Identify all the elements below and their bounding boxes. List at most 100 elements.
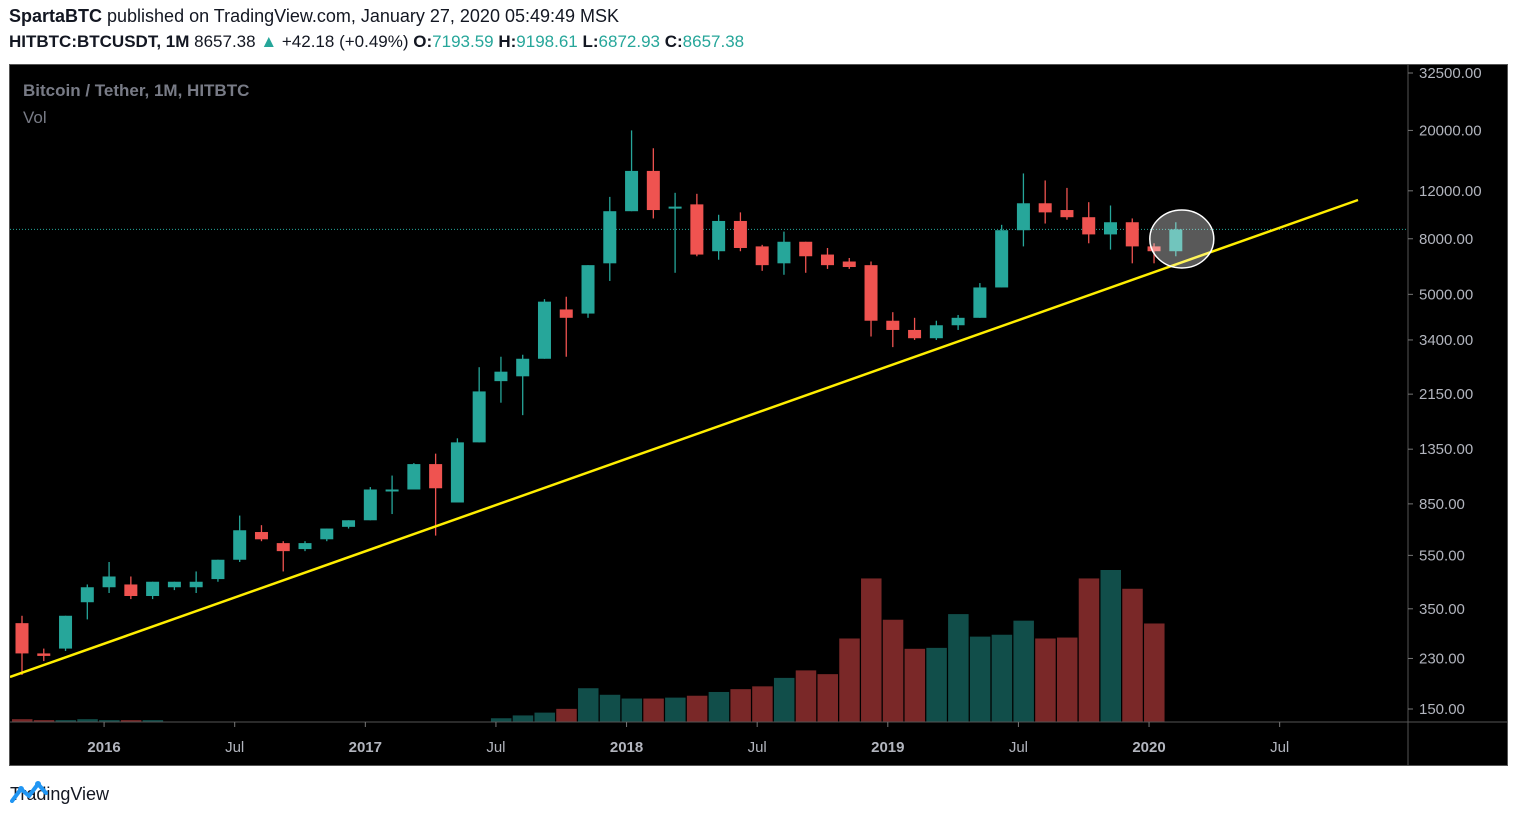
price-tick-label: 20000.00 (1419, 122, 1482, 139)
candle-body (516, 358, 530, 377)
tradingview-cloud-icon (10, 781, 48, 803)
price-tick-label: 2150.00 (1419, 386, 1473, 403)
time-tick-label: 2020 (1132, 739, 1165, 756)
candle-body (820, 254, 834, 266)
volume-bar (643, 698, 664, 722)
high-label: H: (498, 32, 517, 51)
volume-bar (882, 619, 904, 722)
publish-info: SpartaBTC published on TradingView.com, … (9, 6, 619, 27)
candle-body (342, 520, 356, 527)
last-price: 8657.38 (194, 32, 256, 51)
candle-body (363, 489, 377, 521)
volume-bar (599, 694, 621, 722)
candle-body (1038, 203, 1052, 213)
chart-title: Bitcoin / Tether, 1M, HITBTC (23, 81, 249, 100)
tradingview-logo[interactable]: TradingView (10, 781, 109, 807)
volume-bar (490, 718, 512, 722)
volume-bar (1013, 620, 1034, 722)
time-tick-label: Jul (1009, 739, 1028, 756)
volume-bar (1144, 623, 1165, 722)
candle-body (842, 261, 856, 268)
candle-body (167, 581, 181, 588)
volume-bar (752, 686, 773, 722)
price-tick-label: 5000.00 (1419, 286, 1473, 303)
candle-body (15, 623, 29, 654)
volume-bar (99, 720, 120, 722)
candle-body (625, 170, 639, 212)
candle-body (1016, 203, 1030, 231)
low-value: 6872.93 (598, 32, 660, 51)
candle-body (146, 581, 160, 597)
candle-body (189, 581, 203, 588)
candle-body (1169, 229, 1183, 252)
volume-bar (120, 720, 142, 722)
volume-indicator-label[interactable]: Vol (23, 108, 47, 127)
volume-bar (1035, 638, 1056, 722)
candlestick-chart[interactable]: 32500.00 20000.00 12000.00 8000.00 5000.00 34… (10, 65, 1507, 765)
price-tick-label: 350.00 (1419, 601, 1465, 618)
volume-bar (142, 720, 164, 722)
candle-body (1082, 217, 1096, 235)
candle-body (37, 653, 51, 656)
volume-bar (33, 720, 55, 722)
volume-bar (578, 688, 599, 722)
candle-body (298, 543, 312, 550)
candle-body (233, 530, 247, 560)
candle-body (385, 489, 399, 492)
time-tick-label: 2019 (871, 739, 904, 756)
candle-body (407, 464, 421, 490)
author-name[interactable]: SpartaBTC (9, 6, 103, 26)
price-tick-label: 32500.00 (1419, 65, 1482, 82)
candle-body (733, 220, 747, 248)
volume-bar (991, 634, 1013, 722)
symbol-label: HITBTC:BTCUSDT, 1M (9, 32, 190, 51)
volume-bar (512, 715, 534, 722)
volume-bar (948, 614, 969, 722)
volume-bar (621, 698, 643, 722)
time-tick-label: 2016 (87, 739, 120, 756)
time-tick-label: Jul (748, 739, 767, 756)
candle-body (603, 211, 617, 264)
time-tick-label: 2017 (349, 739, 382, 756)
candle-body (320, 528, 334, 540)
price-change: +42.18 (+0.49%) (281, 32, 409, 51)
candle-body (80, 587, 94, 603)
up-arrow-icon: ▲ (260, 32, 278, 51)
candle-body (429, 464, 443, 489)
candle-body (450, 442, 464, 503)
time-tick-label: Jul (1270, 739, 1289, 756)
volume-bar (1078, 578, 1100, 722)
price-tick-label: 12000.00 (1419, 183, 1482, 200)
candle-body (755, 246, 769, 266)
candle-body (864, 265, 878, 321)
price-tick-label: 850.00 (1419, 496, 1465, 513)
chart-area[interactable]: 32500.00 20000.00 12000.00 8000.00 5000.00 34… (9, 64, 1508, 766)
volume-bar (1100, 570, 1121, 722)
candle-body (646, 170, 660, 211)
volume-bar (534, 712, 555, 722)
high-value: 9198.61 (516, 32, 578, 51)
ohlc-legend: HITBTC:BTCUSDT, 1M 8657.38 ▲ +42.18 (+0.… (9, 32, 744, 52)
time-tick-label: Jul (486, 739, 505, 756)
volume-bar (839, 638, 860, 722)
price-tick-label: 550.00 (1419, 547, 1465, 564)
candle-body (1125, 222, 1139, 247)
close-value: 8657.38 (682, 32, 745, 51)
open-label: O: (413, 32, 433, 51)
low-label: L: (582, 32, 599, 51)
candle-body (1147, 246, 1161, 252)
volume-bar (795, 670, 817, 722)
volume-bar (1056, 637, 1078, 722)
candle-body (690, 204, 704, 255)
candle-body (995, 230, 1009, 288)
volume-bar (1122, 588, 1143, 722)
candle-body (102, 576, 116, 588)
candle-body (254, 532, 268, 540)
volume-bar (969, 636, 991, 722)
volume-bar (77, 719, 98, 722)
candle-body (472, 391, 486, 443)
time-tick-label: 2018 (610, 739, 643, 756)
candle-body (1104, 222, 1117, 235)
candle-body (211, 559, 225, 580)
candle-body (973, 287, 987, 318)
